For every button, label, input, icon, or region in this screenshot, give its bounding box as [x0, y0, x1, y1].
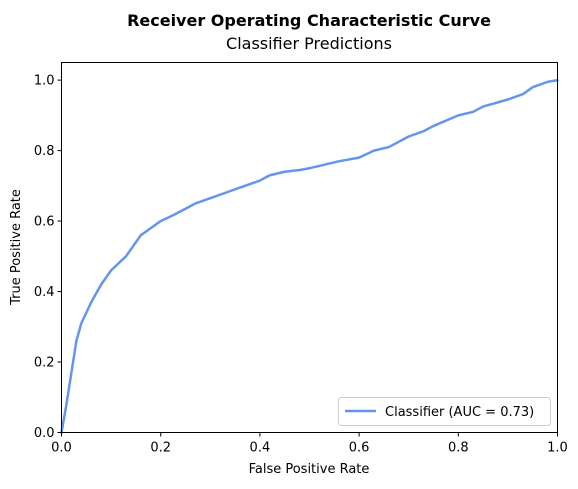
y-tick-label: 0.2	[34, 356, 55, 371]
y-tick-label: 0.0	[34, 426, 55, 441]
y-tick-label: 1.0	[34, 74, 55, 89]
y-axis-label: True Positive Rate	[9, 189, 24, 306]
y-tick-label: 0.4	[34, 285, 55, 300]
plot-frame	[61, 62, 558, 433]
x-tick-label: 0.2	[150, 441, 171, 456]
x-tick-label: 0.0	[51, 441, 72, 456]
x-tick-label: 0.8	[448, 441, 469, 456]
legend: Classifier (AUC = 0.73)	[338, 397, 551, 426]
series-layer	[60, 78, 559, 434]
x-tick-label: 1.0	[547, 441, 568, 456]
chart-title: Receiver Operating Characteristic Curve	[127, 11, 491, 30]
chart-subtitle: Classifier Predictions	[226, 34, 392, 53]
x-tick-label: 0.4	[250, 441, 271, 456]
roc-curve-line	[60, 78, 559, 434]
y-tick-label: 0.6	[34, 215, 55, 230]
legend-frame	[338, 397, 551, 426]
y-axis-ticks: 0.0 0.2 0.4 0.6 0.8 1.0	[34, 74, 62, 441]
x-axis-ticks: 0.0 0.2 0.4 0.6 0.8 1.0	[51, 432, 568, 456]
legend-entry-label: Classifier (AUC = 0.73)	[385, 405, 534, 420]
x-tick-label: 0.6	[349, 441, 370, 456]
x-axis-label: False Positive Rate	[249, 462, 370, 477]
y-tick-label: 0.8	[34, 144, 55, 159]
